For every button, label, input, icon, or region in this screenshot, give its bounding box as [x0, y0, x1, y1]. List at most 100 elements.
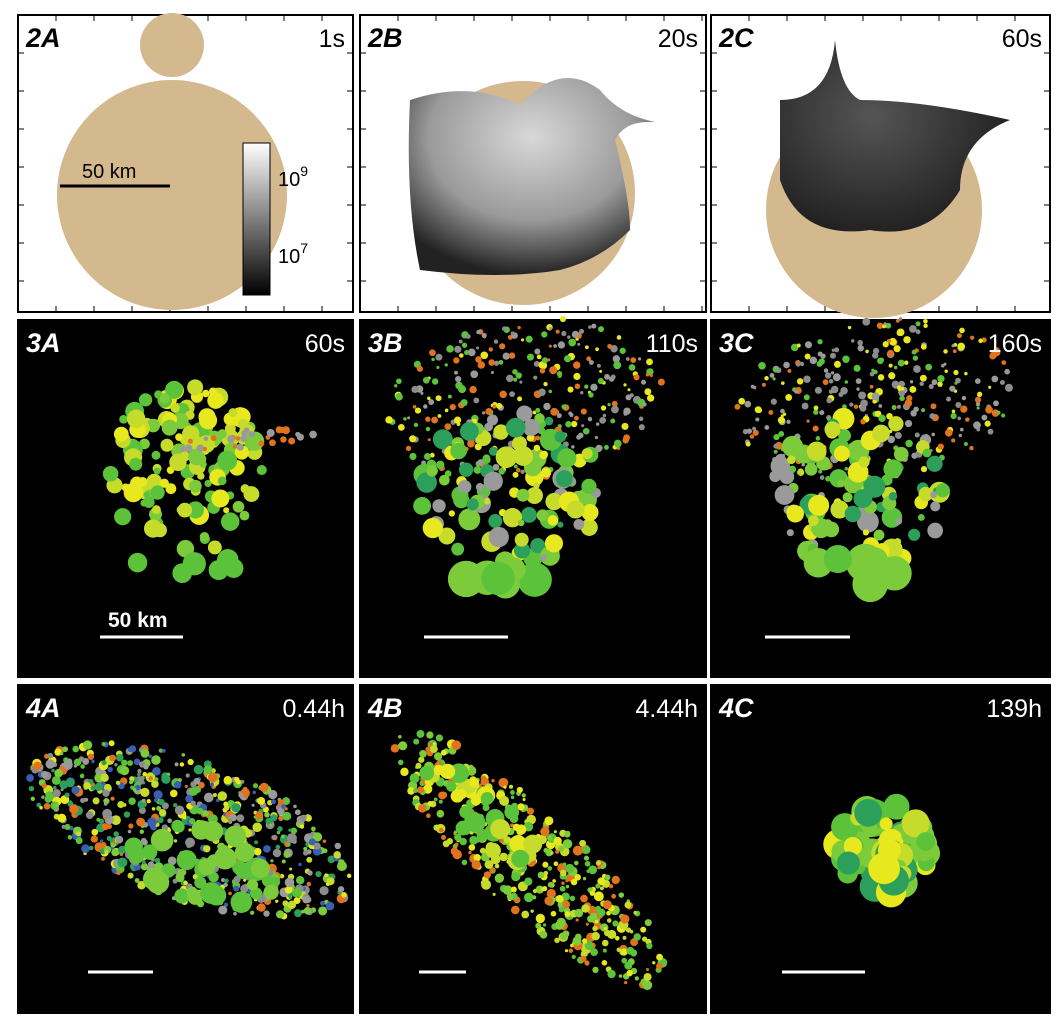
- particle: [207, 392, 224, 409]
- particle: [202, 810, 209, 817]
- particle: [150, 485, 164, 499]
- particle: [502, 326, 507, 331]
- particle: [451, 847, 459, 855]
- particle: [929, 384, 934, 389]
- particle: [620, 914, 629, 923]
- particle: [535, 923, 541, 929]
- particle: [198, 408, 215, 425]
- particle: [257, 797, 265, 805]
- particle: [805, 463, 818, 476]
- particle: [436, 366, 439, 369]
- particle: [254, 840, 258, 844]
- particle: [438, 414, 442, 418]
- particle: [817, 339, 822, 344]
- particle: [606, 911, 611, 916]
- particle: [295, 890, 302, 897]
- particle: [147, 817, 157, 827]
- particle: [243, 427, 249, 433]
- particle: [880, 817, 893, 830]
- particle: [319, 886, 328, 895]
- particle: [895, 518, 902, 525]
- particle: [560, 933, 567, 940]
- particle: [580, 895, 588, 903]
- particle: [475, 356, 482, 363]
- particle: [574, 861, 579, 866]
- particle: [744, 401, 751, 408]
- particle: [436, 461, 444, 469]
- particle: [81, 844, 90, 853]
- particle: [513, 446, 533, 466]
- particle: [883, 341, 889, 347]
- particle: [254, 848, 262, 856]
- particle: [445, 363, 448, 366]
- particle: [550, 851, 553, 854]
- particle: [544, 897, 553, 906]
- particle: [482, 333, 487, 338]
- particle: [180, 446, 186, 452]
- particle: [477, 829, 489, 841]
- particle: [487, 414, 498, 425]
- particle: [429, 349, 436, 356]
- particle: [217, 451, 237, 471]
- particle: [324, 873, 328, 877]
- particle: [775, 454, 786, 465]
- particle: [437, 810, 445, 818]
- particle: [600, 923, 608, 931]
- particle: [89, 846, 94, 851]
- particle: [609, 884, 613, 888]
- particle: [425, 417, 430, 422]
- particle: [462, 860, 468, 866]
- particle: [874, 530, 885, 541]
- particle: [142, 844, 157, 859]
- particle: [957, 343, 965, 351]
- particle: [937, 381, 942, 386]
- particle: [650, 374, 653, 377]
- particle: [553, 344, 557, 348]
- particle: [569, 949, 573, 953]
- particle: [595, 347, 599, 351]
- particle: [916, 329, 921, 334]
- particle: [568, 411, 572, 415]
- particle: [207, 854, 220, 867]
- particle: [95, 783, 103, 791]
- particle: [787, 529, 794, 536]
- figure: 50 km10910750 km2A1s2B20s2C60s3A60s3B110…: [0, 0, 1056, 1017]
- particle: [976, 402, 980, 406]
- particle: [276, 910, 284, 918]
- particle: [909, 386, 916, 393]
- particle: [451, 740, 461, 750]
- particle: [511, 796, 515, 800]
- particle: [301, 910, 305, 914]
- particle: [194, 765, 204, 775]
- particle: [496, 403, 502, 409]
- particle: [517, 787, 523, 793]
- particle: [252, 804, 255, 807]
- particle: [921, 408, 925, 412]
- panel-time: 60s: [1002, 25, 1042, 53]
- particle: [515, 533, 529, 547]
- particle: [420, 392, 423, 395]
- particle: [237, 444, 244, 451]
- particle: [434, 797, 438, 801]
- particle: [143, 496, 155, 508]
- particle: [581, 504, 598, 521]
- particle: [83, 740, 92, 749]
- particle: [69, 804, 79, 814]
- particle: [186, 773, 190, 777]
- particle: [233, 501, 245, 513]
- particle: [335, 843, 341, 849]
- particle: [555, 850, 559, 854]
- particle: [772, 377, 775, 380]
- particle: [623, 434, 630, 441]
- particle: [805, 341, 812, 348]
- particle: [175, 805, 184, 814]
- particle: [517, 489, 530, 502]
- particle: [446, 345, 454, 353]
- particle: [872, 392, 880, 400]
- particle: [211, 489, 229, 507]
- particle: [783, 362, 790, 369]
- particle: [454, 371, 458, 375]
- particle: [480, 351, 488, 359]
- panel-time: 139h: [986, 695, 1042, 723]
- particle: [817, 361, 823, 367]
